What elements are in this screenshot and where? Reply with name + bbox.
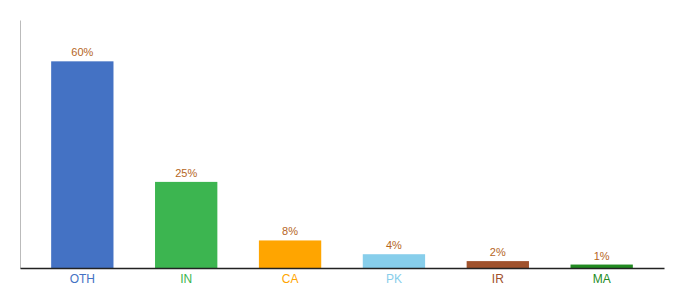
data-label: 1%: [594, 250, 610, 262]
bar: [51, 61, 113, 268]
bar: [259, 240, 321, 268]
x-tick: IN: [180, 268, 192, 286]
data-label: 25%: [175, 167, 197, 179]
x-tick: MA: [593, 268, 611, 286]
bar: [571, 265, 633, 268]
x-tick: CA: [282, 268, 299, 286]
data-label: 60%: [71, 46, 93, 58]
bar: [363, 254, 425, 268]
y-axis: [20, 21, 21, 269]
plot-area: OTH IN CA PK IR MA 60% 25% 8% 4% 2% 1%: [21, 21, 665, 286]
data-labels: 60% 25% 8% 4% 2% 1%: [71, 46, 610, 261]
data-label: 8%: [282, 225, 298, 237]
x-tick-label: PK: [386, 272, 402, 286]
x-tick: OTH: [70, 268, 95, 286]
x-tick: PK: [386, 268, 402, 286]
x-tick-label: IR: [492, 272, 504, 286]
bars: [51, 61, 633, 268]
y-axis-line: [20, 21, 21, 269]
chart: OTH IN CA PK IR MA 60% 25% 8% 4% 2% 1%: [0, 0, 680, 300]
bar: [155, 182, 217, 268]
x-tick-label: OTH: [70, 272, 95, 286]
x-tick-label: IN: [180, 272, 192, 286]
data-label: 2%: [490, 246, 506, 258]
x-axis: OTH IN CA PK IR MA: [21, 268, 665, 286]
data-label: 4%: [386, 239, 402, 251]
x-tick-label: CA: [282, 272, 299, 286]
bar: [467, 261, 529, 268]
x-axis-line: [21, 268, 665, 270]
x-tick: IR: [492, 268, 504, 286]
x-tick-label: MA: [593, 272, 611, 286]
